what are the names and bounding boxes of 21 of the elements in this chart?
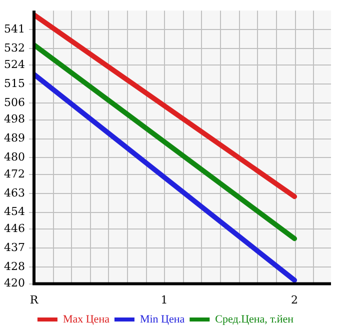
y-tick-label: 420 — [4, 276, 25, 290]
x-tick-label: 2 — [291, 293, 298, 306]
y-tick-label: 515 — [4, 77, 25, 90]
y-tick-label: 437 — [4, 240, 25, 254]
legend-label: Сред.Цена, т.йен — [215, 313, 294, 326]
x-tick-label: R — [30, 293, 39, 306]
y-tick-label: 532 — [4, 41, 25, 54]
y-tick-label: 498 — [4, 112, 25, 126]
y-tick-label: 446 — [4, 222, 25, 236]
y-tick-label: 428 — [4, 260, 25, 273]
y-tick-label: 506 — [4, 96, 25, 109]
y-tick-label: 454 — [4, 205, 25, 218]
legend-label: Max Цена — [62, 313, 110, 326]
y-tick-label: 541 — [4, 22, 25, 36]
y-tick-label: 480 — [4, 150, 25, 164]
y-tick-label: 463 — [4, 186, 25, 200]
legend-label: Min Цена — [140, 313, 185, 326]
y-tick-label: 472 — [4, 167, 25, 180]
y-tick-label: 524 — [4, 58, 25, 72]
x-tick-label: 1 — [160, 293, 168, 306]
y-tick-label: 489 — [4, 132, 25, 145]
